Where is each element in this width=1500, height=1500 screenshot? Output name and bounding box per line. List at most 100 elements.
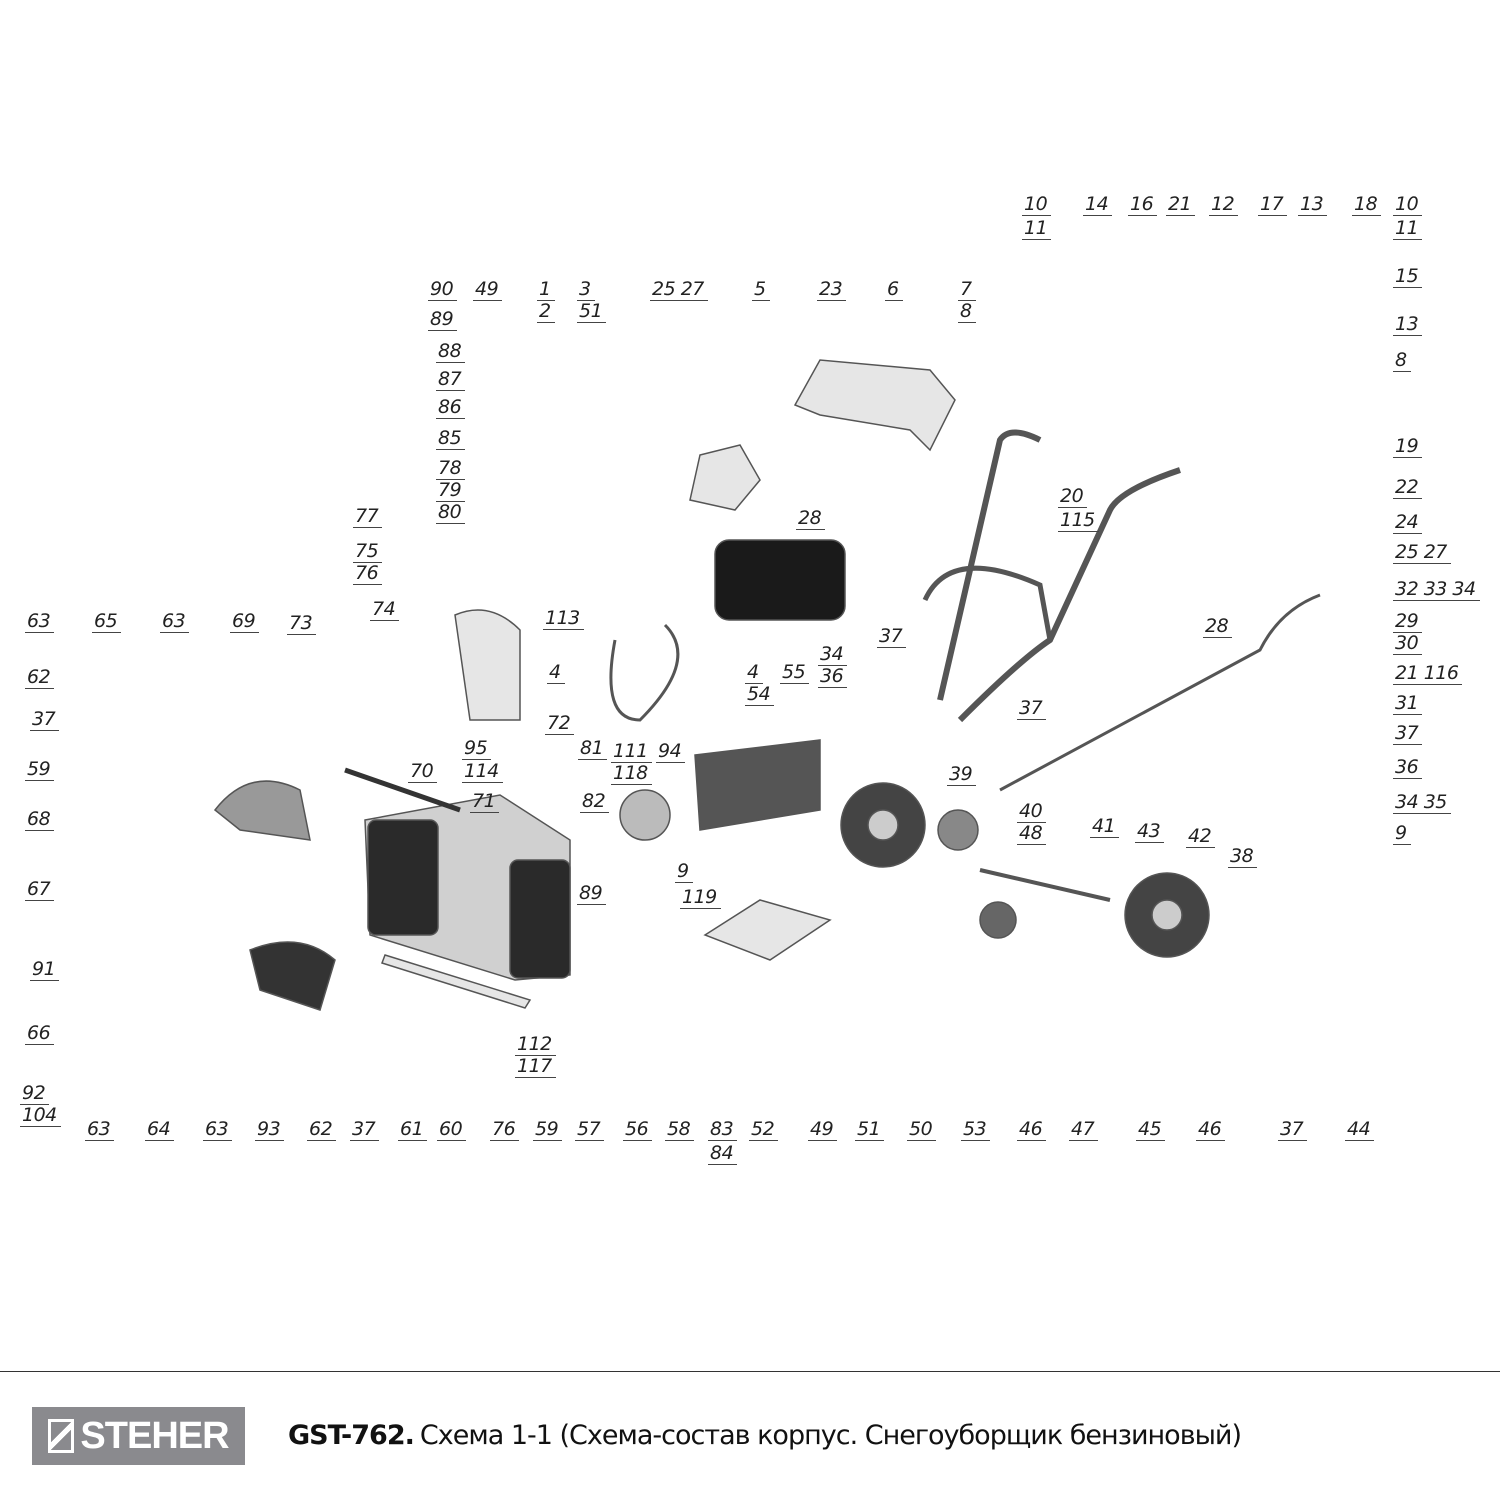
gear [937,809,979,851]
callout-53: 53 [961,1118,991,1141]
callout-59: 59 [25,758,55,781]
callout-34-35: 34 35 [1393,791,1451,814]
callout-89: 89 [577,882,607,905]
callout-39: 39 [947,763,977,786]
callout-104: 104 [20,1104,61,1127]
callout-85: 85 [436,427,466,450]
callout-92: 92 [20,1082,50,1105]
callout-94: 94 [656,740,686,763]
callout-62: 62 [307,1118,337,1141]
callout-87: 87 [436,368,466,391]
callout-69: 69 [230,610,260,633]
callout-1: 1 [537,278,555,301]
callout-49: 49 [808,1118,838,1141]
callout-13: 13 [1393,313,1423,336]
callout-22: 22 [1393,476,1423,499]
callout-7: 7 [958,278,976,301]
callout-28: 28 [1203,615,1233,638]
callout-77: 77 [353,505,383,528]
engine [714,539,846,621]
callout-75: 75 [353,540,383,563]
callout-36: 36 [818,665,848,688]
cross-bar [922,565,1053,641]
callout-89: 89 [428,308,458,331]
callout-18: 18 [1352,193,1382,216]
drive-pulley [619,789,671,841]
callout-57: 57 [575,1118,605,1141]
callout-68: 68 [25,808,55,831]
callout-9: 9 [1393,822,1411,845]
callout-36: 36 [1393,756,1423,779]
callout-40: 40 [1017,800,1047,823]
callout-74: 74 [370,598,400,621]
callout-51: 51 [577,300,607,323]
callout-65: 65 [92,610,122,633]
callout-25-27: 25 27 [650,278,708,301]
callout-37: 37 [877,625,907,648]
callout-13: 13 [1298,193,1328,216]
callout-45: 45 [1136,1118,1166,1141]
callout-5: 5 [752,278,770,301]
callout-9: 9 [675,860,693,883]
callout-76: 76 [490,1118,520,1141]
callout-115: 115 [1058,509,1099,532]
callout-44: 44 [1345,1118,1375,1141]
callout-86: 86 [436,396,466,419]
callout-71: 71 [470,790,500,813]
callout-38: 38 [1228,845,1258,868]
callout-114: 114 [462,760,503,783]
callout-25-27: 25 27 [1393,541,1451,564]
callout-55: 55 [780,661,810,684]
callout-63: 63 [25,610,55,633]
callout-37: 37 [350,1118,380,1141]
callout-11: 11 [1393,217,1423,240]
callout-41: 41 [1090,815,1120,838]
callout-63: 63 [160,610,190,633]
axle [979,868,1111,902]
callout-37: 37 [1278,1118,1308,1141]
auger [249,941,336,1011]
callout-58: 58 [665,1118,695,1141]
callout-60: 60 [437,1118,467,1141]
callout-15: 15 [1393,265,1423,288]
callout-2: 2 [537,300,555,323]
housing-side-left [367,819,439,936]
skid-plate [703,899,832,961]
callout-3: 3 [577,278,595,301]
callout-4: 4 [547,661,565,684]
callout-88: 88 [436,340,466,363]
logo-text: STEHER [80,1414,229,1457]
callout-37: 37 [30,708,60,731]
callout-42: 42 [1186,825,1216,848]
logo-mark-icon [48,1419,75,1453]
callout-4: 4 [745,661,763,684]
callout-54: 54 [745,683,775,706]
callout-21: 21 [1166,193,1196,216]
steher-logo: STEHER [32,1407,245,1465]
engine-cover [793,359,956,452]
control-rod [999,593,1321,792]
diagram-description: Схема 1-1 (Схема-состав корпус. Снегоубо… [419,1420,1242,1451]
callout-6: 6 [885,278,903,301]
discharge-chute [454,609,521,721]
callout-81: 81 [578,737,608,760]
callout-56: 56 [623,1118,653,1141]
callout-49: 49 [473,278,503,301]
callout-83: 83 [708,1118,738,1141]
callout-46: 46 [1196,1118,1226,1141]
callout-67: 67 [25,878,55,901]
callout-29: 29 [1393,610,1423,633]
callout-62: 62 [25,666,55,689]
footer-divider [0,1371,1500,1372]
housing-side-right [509,859,571,979]
callout-90: 90 [428,278,458,301]
callout-51: 51 [855,1118,885,1141]
model-name: GST-762. [288,1420,415,1451]
impeller [213,780,311,841]
callout-117: 117 [515,1055,556,1078]
scraper-bar [381,954,532,1009]
callout-48: 48 [1017,822,1047,845]
callout-95: 95 [462,737,492,760]
callout-12: 12 [1209,193,1239,216]
